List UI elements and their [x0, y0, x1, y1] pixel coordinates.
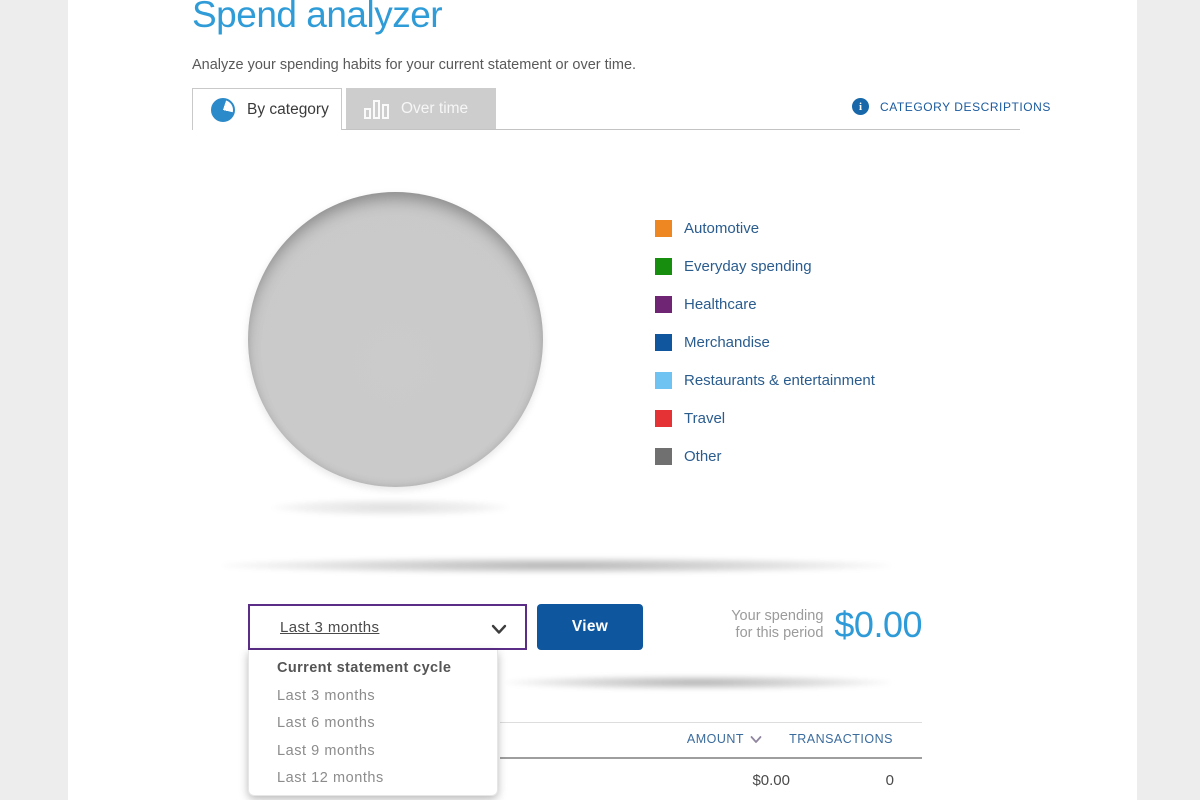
tabbar-divider: [192, 129, 1020, 130]
table-cell-transactions: 0: [885, 772, 894, 789]
spending-summary-label: Your spending for this period: [731, 608, 824, 641]
period-select[interactable]: Last 3 months: [248, 604, 527, 650]
legend-item-restaurants-entertainment: Restaurants & entertainment: [655, 372, 875, 389]
tab-over-time[interactable]: Over time: [346, 88, 496, 129]
legend-swatch: [655, 334, 672, 351]
spending-amount: $0.00: [834, 604, 922, 645]
legend-swatch: [655, 220, 672, 237]
legend-swatch: [655, 448, 672, 465]
view-button[interactable]: View: [537, 604, 643, 650]
section-divider-shadow-2: [505, 675, 890, 690]
chevron-down-icon: [491, 621, 507, 642]
category-descriptions-label: CATEGORY DESCRIPTIONS: [880, 99, 1051, 114]
period-option-last-3-months[interactable]: Last 3 months: [277, 687, 376, 704]
category-descriptions-link[interactable]: i CATEGORY DESCRIPTIONS: [852, 98, 1051, 115]
period-option-last-6-months[interactable]: Last 6 months: [277, 715, 376, 731]
legend-swatch: [655, 296, 672, 313]
spending-summary: Your spending for this period $0.00: [648, 600, 922, 650]
period-option-last-9-months[interactable]: Last 9 months: [277, 742, 376, 759]
page-title: Spend analyzer: [192, 0, 443, 35]
table-cell-amount: $0.00: [752, 772, 790, 789]
content-panel: Spend analyzer Analyze your spending hab…: [68, 0, 1137, 800]
table-header-divider: [500, 757, 922, 759]
sort-chevron-icon: [750, 735, 762, 743]
spend-pie-chart-empty: [248, 192, 543, 487]
section-divider-shadow: [223, 557, 890, 574]
info-icon: i: [852, 98, 869, 115]
period-select-value: Last 3 months: [280, 618, 380, 636]
tab-by-category[interactable]: By category: [192, 88, 342, 130]
legend-swatch: [655, 258, 672, 275]
legend-item-everyday-spending: Everyday spending: [655, 258, 875, 275]
table-top-divider: [500, 722, 922, 723]
period-select-dropdown: Current statement cycle Last 3 months La…: [248, 650, 498, 796]
category-legend: Automotive Everyday spending Healthcare …: [655, 220, 875, 465]
tab-over-time-label: Over time: [401, 99, 469, 117]
legend-item-merchandise: Merchandise: [655, 334, 875, 351]
legend-item-other: Other: [655, 448, 875, 465]
legend-item-healthcare: Healthcare: [655, 296, 875, 313]
legend-swatch: [655, 410, 672, 427]
tab-by-category-label: By category: [247, 100, 329, 118]
period-option-last-12-months[interactable]: Last 12 months: [277, 770, 384, 786]
pie-chart-shadow: [273, 499, 508, 516]
table-header-amount[interactable]: AMOUNT: [687, 732, 762, 746]
legend-item-travel: Travel: [655, 410, 875, 427]
period-option-current-statement-cycle[interactable]: Current statement cycle: [277, 660, 452, 676]
table-header-row: AMOUNT TRANSACTIONS: [500, 732, 922, 746]
bar-chart-icon: [364, 99, 389, 119]
table-header-transactions[interactable]: TRANSACTIONS: [789, 732, 893, 746]
legend-item-automotive: Automotive: [655, 220, 875, 237]
pie-chart-icon: [211, 97, 235, 122]
page-subtitle: Analyze your spending habits for your cu…: [192, 57, 637, 73]
legend-swatch: [655, 372, 672, 389]
